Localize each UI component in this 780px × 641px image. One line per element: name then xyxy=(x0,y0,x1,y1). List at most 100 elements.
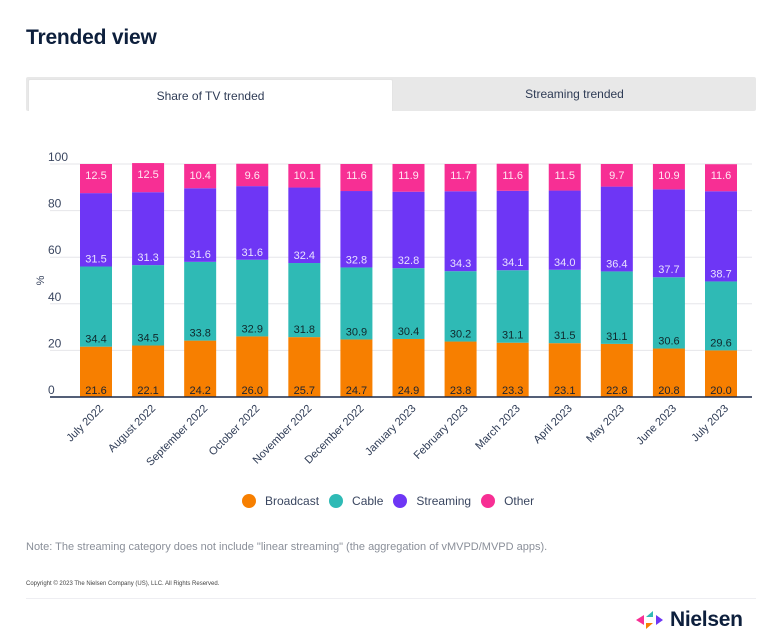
data-label-streaming: 34.1 xyxy=(502,257,523,269)
bar-segment-streaming xyxy=(184,188,217,262)
bar-segment-cable xyxy=(444,271,477,342)
data-label-streaming: 31.5 xyxy=(85,254,106,266)
data-label-streaming: 31.6 xyxy=(242,247,263,259)
data-label-broadcast: 24.9 xyxy=(398,385,419,397)
bar-segment-streaming xyxy=(496,190,529,271)
footnote: Note: The streaming category does not in… xyxy=(26,541,548,553)
bar-segment-streaming xyxy=(392,191,425,269)
brand-name: Nielsen xyxy=(670,608,743,631)
bar-segment-cable xyxy=(496,270,529,343)
bar-segment-other xyxy=(80,164,112,194)
bar-segment-cable xyxy=(548,269,581,344)
bar-segment-cable xyxy=(132,265,165,346)
copyright-text: Copyright © 2023 The Nielsen Company (US… xyxy=(26,581,220,587)
data-label-other: 12.5 xyxy=(137,169,158,181)
data-label-cable: 29.6 xyxy=(710,337,731,349)
data-label-broadcast: 23.1 xyxy=(554,385,575,397)
bar-segment-streaming xyxy=(340,191,373,268)
data-label-cable: 34.4 xyxy=(85,334,106,346)
bar-segment-streaming xyxy=(236,186,269,260)
bar-segment-other xyxy=(496,163,529,191)
footer-divider xyxy=(26,598,756,599)
data-label-cable: 34.5 xyxy=(137,333,158,345)
bar-segment-other xyxy=(132,163,165,193)
bar-segment-cable xyxy=(340,267,373,340)
other-swatch-icon xyxy=(481,494,496,508)
y-tick-label: 40 xyxy=(48,290,62,304)
legend-label: Streaming xyxy=(416,494,472,508)
data-label-other: 11.6 xyxy=(346,170,367,182)
broadcast-swatch-icon xyxy=(242,494,256,508)
data-label-broadcast: 22.1 xyxy=(137,385,158,397)
data-label-other: 11.7 xyxy=(450,170,471,182)
tab-streaming-trended[interactable]: Streaming trended xyxy=(525,87,624,101)
data-label-other: 10.4 xyxy=(189,170,210,182)
x-tick-label: March 2023 xyxy=(473,403,523,453)
data-label-broadcast: 21.6 xyxy=(85,385,106,397)
bar-segment-other xyxy=(548,163,581,191)
bar-segment-streaming xyxy=(705,191,737,282)
y-tick-label: 20 xyxy=(48,336,62,350)
bar-segment-streaming xyxy=(548,190,581,270)
data-label-broadcast: 23.8 xyxy=(450,385,471,397)
bar-segment-other xyxy=(184,164,217,189)
bar-segment-cable xyxy=(600,271,633,344)
view-tabs: Share of TV trended Streaming trended xyxy=(26,77,756,111)
bar-segment-broadcast xyxy=(184,340,217,397)
bar-segment-other xyxy=(444,164,477,192)
data-label-cable: 31.5 xyxy=(554,330,575,342)
data-label-broadcast: 24.7 xyxy=(346,385,367,397)
y-tick-label: 100 xyxy=(48,150,68,164)
tab-share-of-tv-trended[interactable]: Share of TV trended xyxy=(28,79,393,111)
bar-segment-cable xyxy=(288,263,321,338)
legend-item-cable[interactable]: Cable xyxy=(329,494,383,508)
bar-segment-other xyxy=(288,164,321,188)
data-label-streaming: 37.7 xyxy=(658,264,679,276)
legend-label: Other xyxy=(504,494,535,508)
data-label-streaming: 34.0 xyxy=(554,257,575,269)
data-label-other: 9.6 xyxy=(245,170,260,182)
bar-segment-broadcast xyxy=(80,346,112,397)
cable-swatch-icon xyxy=(329,494,344,508)
bar-segment-cable xyxy=(184,261,217,341)
data-label-broadcast: 24.2 xyxy=(189,385,210,397)
bar-segment-broadcast xyxy=(600,343,633,397)
legend-item-streaming[interactable]: Streaming xyxy=(393,494,471,508)
bar-segment-streaming xyxy=(652,189,685,278)
bar-segment-cable xyxy=(80,266,112,347)
x-tick-label: May 2023 xyxy=(584,403,627,446)
data-label-other: 9.7 xyxy=(609,170,624,182)
bar-segment-other xyxy=(652,164,685,190)
chart-legend: Broadcast Cable Streaming Other xyxy=(242,494,544,508)
data-label-broadcast: 25.7 xyxy=(294,385,315,397)
legend-item-broadcast[interactable]: Broadcast xyxy=(242,494,319,508)
bar-segment-broadcast xyxy=(132,345,165,397)
bar-segment-cable xyxy=(705,281,737,351)
data-label-other: 11.6 xyxy=(711,170,732,182)
bar-segment-broadcast xyxy=(652,348,685,397)
bar-segment-broadcast xyxy=(705,350,737,397)
page-title: Trended view xyxy=(26,26,157,49)
data-label-broadcast: 20.0 xyxy=(710,385,731,397)
data-label-cable: 30.2 xyxy=(450,329,471,341)
data-label-streaming: 32.4 xyxy=(294,250,315,262)
data-label-broadcast: 22.8 xyxy=(606,385,627,397)
streaming-swatch-icon xyxy=(393,494,408,508)
bar-segment-other xyxy=(392,164,425,192)
legend-item-other[interactable]: Other xyxy=(481,494,534,508)
bar-segment-streaming xyxy=(288,187,321,264)
bar-segment-broadcast xyxy=(288,337,321,397)
legend-label: Broadcast xyxy=(265,494,320,508)
y-tick-label: 60 xyxy=(48,243,62,257)
data-label-streaming: 31.3 xyxy=(137,252,158,264)
bar-segment-streaming xyxy=(80,193,112,267)
bar-segment-streaming xyxy=(132,192,165,266)
nielsen-brand: Nielsen xyxy=(636,608,743,632)
x-tick-label: July 2023 xyxy=(689,403,731,445)
x-tick-label: January 2023 xyxy=(363,403,419,459)
data-label-other: 12.5 xyxy=(85,170,106,182)
stacked-bar-chart: 0 20 40 60 80 100% 21.6 34.4 31.5 12.5 July 2022 22… xyxy=(35,150,752,469)
data-label-other: 10.9 xyxy=(658,170,679,182)
bar-segment-broadcast xyxy=(444,341,477,397)
bar-segment-streaming xyxy=(600,186,633,272)
